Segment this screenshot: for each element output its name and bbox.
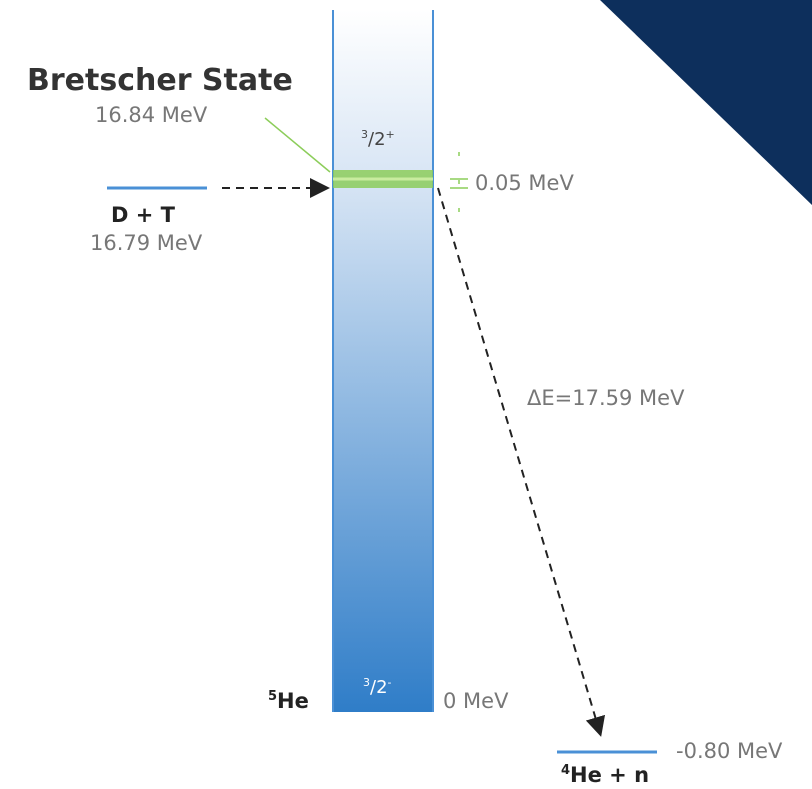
transition-label: ΔE=17.59 MeV (527, 386, 685, 410)
level-column (333, 10, 433, 712)
energy-label: 0 MeV (443, 689, 509, 713)
spin-label: 3/2- (363, 676, 392, 698)
products-label: 4He + n (561, 763, 649, 787)
entrance-label: D + T (111, 203, 176, 227)
nucleus-label: 5He (268, 689, 309, 713)
energy-label: 16.79 MeV (90, 231, 203, 255)
corner-banner (600, 0, 812, 205)
width-label: 0.05 MeV (475, 171, 574, 195)
leader-line (264, 117, 331, 173)
energy-label: 16.84 MeV (95, 103, 208, 127)
energy-label: -0.80 MeV (676, 739, 783, 763)
decay-arrow (437, 187, 606, 737)
spin-label: 3/2+ (361, 128, 395, 150)
title: Bretscher State (27, 63, 293, 98)
